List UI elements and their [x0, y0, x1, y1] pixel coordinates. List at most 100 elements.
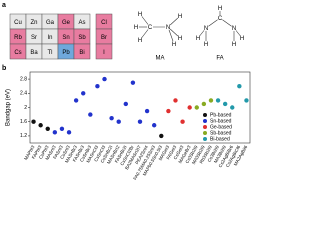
data-point — [116, 119, 121, 124]
element-symbol: In — [47, 35, 52, 41]
element-symbol: Zn — [30, 20, 37, 26]
data-point — [52, 130, 58, 135]
data-point — [187, 105, 192, 110]
x-tick-label: FASnI3 — [52, 144, 64, 160]
molecule-name: FA — [216, 56, 223, 62]
data-point — [173, 98, 178, 103]
legend-label: Sn-based — [210, 118, 232, 124]
data-point — [31, 119, 36, 124]
data-point — [102, 76, 107, 82]
atom: H — [178, 36, 182, 42]
atom-bg — [217, 15, 223, 21]
atom: H — [172, 42, 176, 48]
legend-marker — [203, 113, 207, 117]
data-point — [222, 101, 228, 107]
atom: C — [218, 16, 223, 22]
legend-label: Pb-based — [210, 112, 232, 118]
atom-bg — [203, 25, 209, 31]
atom-bg — [217, 5, 223, 11]
data-point — [38, 123, 43, 128]
data-point — [95, 84, 100, 89]
element-symbol: As — [78, 20, 85, 26]
element-symbol: Sb — [78, 35, 86, 41]
data-point — [244, 98, 249, 103]
x-tick-label: CsPbI3 — [38, 144, 50, 160]
legend-marker — [203, 137, 207, 141]
element-symbol: Br — [101, 35, 107, 41]
data-point — [180, 119, 185, 124]
atom: N — [166, 25, 170, 31]
data-point — [66, 130, 72, 135]
panel-label: b — [2, 65, 6, 72]
element-cell — [73, 43, 91, 60]
y-tick-label: 1.6 — [20, 119, 27, 125]
atom-bg — [203, 41, 209, 47]
atom: N — [232, 26, 236, 32]
x-tick-label: FAPbI3 — [31, 144, 43, 160]
atom-bg — [177, 35, 183, 41]
data-point — [144, 108, 150, 114]
data-point — [166, 108, 171, 114]
atom-bg — [195, 35, 201, 41]
data-point — [123, 101, 129, 107]
legend-label: Bi-based — [210, 136, 230, 142]
legend-marker — [203, 125, 207, 129]
data-point — [151, 123, 157, 128]
data-point — [59, 126, 65, 131]
element-symbol: Sr — [31, 35, 37, 41]
element-symbol: Cu — [14, 20, 22, 26]
data-point — [137, 119, 143, 124]
y-tick-label: 2.8 — [20, 76, 27, 82]
element-symbol: Sn — [62, 35, 69, 41]
x-tick-label: CsSnI3 — [59, 144, 71, 160]
y-tick-label: 1.2 — [20, 133, 27, 139]
y-tick-label: 2 — [24, 105, 27, 111]
legend-label: Sb-based — [210, 130, 232, 136]
element-symbol: Cs — [14, 50, 21, 56]
atom: H — [138, 12, 142, 18]
panel-label: a — [2, 2, 6, 9]
element-symbol: I — [103, 50, 105, 56]
legend-marker — [203, 131, 207, 135]
atom: H — [218, 6, 222, 12]
data-point — [45, 126, 50, 131]
element-symbol: Cl — [101, 20, 107, 26]
data-point — [230, 105, 235, 110]
element-symbol: Ga — [46, 20, 55, 26]
element-symbol: Rb — [14, 35, 22, 41]
bond — [167, 26, 175, 45]
atom-bg — [171, 41, 177, 47]
atom: N — [204, 26, 208, 32]
data-point — [130, 80, 136, 85]
data-point — [159, 133, 164, 139]
atom: H — [232, 42, 236, 48]
element-cell — [95, 43, 113, 60]
atom: H — [134, 25, 138, 31]
atom-bg — [239, 35, 245, 41]
atom-bg — [231, 41, 237, 47]
legend-label: Ge-based — [210, 124, 232, 130]
atom-bg — [137, 37, 143, 43]
element-symbol: Tl — [48, 50, 53, 56]
element-symbol: Pb — [62, 50, 70, 56]
data-point — [237, 84, 242, 89]
data-point — [194, 105, 199, 110]
atom: C — [148, 25, 153, 31]
legend-marker — [203, 119, 207, 123]
atom: H — [204, 42, 208, 48]
data-point — [88, 112, 93, 117]
y-tick-label: 2.4 — [20, 91, 27, 97]
element-symbol: Ba — [30, 50, 38, 56]
atom: H — [138, 38, 142, 44]
atom-bg — [231, 25, 237, 31]
atom: H — [240, 36, 244, 42]
atom-bg — [137, 11, 143, 17]
data-point — [201, 101, 207, 107]
data-point — [73, 98, 79, 103]
atom-bg — [177, 13, 183, 19]
data-point — [81, 91, 86, 96]
atom: H — [196, 36, 200, 42]
atom-bg — [165, 24, 171, 30]
y-axis-label: Bandgap (eV) — [6, 89, 12, 126]
atom-bg — [133, 24, 139, 30]
